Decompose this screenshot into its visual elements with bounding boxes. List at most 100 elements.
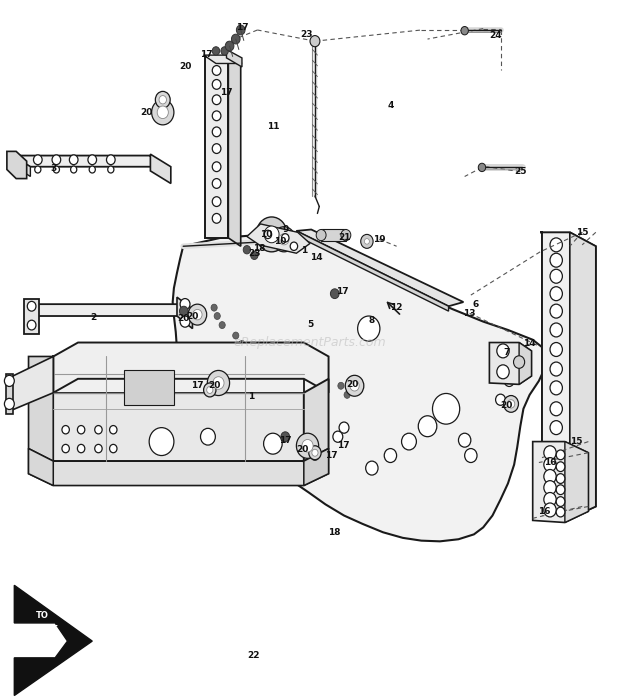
- Circle shape: [464, 449, 477, 463]
- Text: 18: 18: [329, 528, 341, 537]
- Circle shape: [556, 485, 565, 495]
- Polygon shape: [29, 449, 329, 486]
- Circle shape: [273, 226, 295, 252]
- Circle shape: [497, 365, 509, 379]
- Circle shape: [314, 375, 321, 382]
- Text: 18: 18: [253, 244, 265, 253]
- Circle shape: [62, 426, 69, 434]
- Circle shape: [478, 164, 485, 172]
- Text: 14: 14: [523, 340, 536, 348]
- Circle shape: [188, 304, 206, 325]
- Circle shape: [550, 362, 562, 376]
- Text: 17: 17: [337, 287, 349, 296]
- Polygon shape: [226, 50, 242, 67]
- Text: 20: 20: [177, 314, 190, 323]
- Circle shape: [225, 41, 234, 51]
- Circle shape: [333, 431, 343, 442]
- Circle shape: [550, 442, 562, 456]
- Circle shape: [556, 462, 565, 472]
- Circle shape: [257, 346, 264, 353]
- Circle shape: [78, 445, 85, 453]
- Text: 2: 2: [91, 313, 97, 322]
- Polygon shape: [24, 299, 39, 334]
- Circle shape: [180, 316, 190, 327]
- Text: 6: 6: [472, 300, 479, 309]
- Circle shape: [4, 398, 14, 410]
- Circle shape: [265, 354, 271, 361]
- Text: 20: 20: [208, 381, 221, 390]
- Circle shape: [180, 298, 190, 310]
- Circle shape: [339, 422, 349, 433]
- Circle shape: [211, 304, 217, 311]
- Polygon shape: [489, 343, 531, 384]
- Circle shape: [221, 47, 228, 55]
- Circle shape: [365, 238, 370, 244]
- Circle shape: [200, 428, 215, 445]
- Circle shape: [361, 234, 373, 248]
- Circle shape: [108, 166, 114, 173]
- Circle shape: [149, 428, 174, 456]
- Circle shape: [88, 155, 97, 165]
- Polygon shape: [519, 343, 531, 384]
- Polygon shape: [304, 449, 329, 486]
- Circle shape: [212, 178, 221, 188]
- Polygon shape: [29, 304, 38, 329]
- Circle shape: [193, 310, 202, 320]
- Text: 17: 17: [325, 451, 337, 460]
- Text: 14: 14: [310, 253, 322, 262]
- Circle shape: [550, 253, 562, 267]
- Circle shape: [550, 402, 562, 416]
- Circle shape: [433, 394, 459, 424]
- Circle shape: [544, 470, 556, 484]
- Circle shape: [338, 382, 344, 389]
- Circle shape: [152, 100, 174, 125]
- Text: FRONT: FRONT: [28, 626, 58, 635]
- Circle shape: [236, 25, 245, 35]
- Polygon shape: [565, 442, 588, 523]
- Text: 24: 24: [489, 31, 502, 40]
- Circle shape: [495, 394, 505, 405]
- Circle shape: [62, 445, 69, 453]
- Bar: [125, 370, 174, 405]
- Text: 12: 12: [391, 303, 403, 312]
- Circle shape: [366, 461, 378, 475]
- Circle shape: [214, 312, 220, 319]
- Circle shape: [89, 166, 95, 173]
- Text: 9: 9: [282, 225, 288, 234]
- Circle shape: [550, 304, 562, 318]
- Circle shape: [296, 433, 319, 459]
- Circle shape: [207, 370, 229, 396]
- Circle shape: [330, 289, 339, 298]
- Text: 17: 17: [220, 88, 232, 97]
- Text: 7: 7: [503, 349, 510, 357]
- Circle shape: [503, 396, 518, 412]
- Circle shape: [212, 66, 221, 75]
- Text: 15: 15: [570, 437, 582, 446]
- Polygon shape: [296, 231, 448, 311]
- Text: 23: 23: [248, 249, 260, 258]
- Circle shape: [27, 320, 36, 330]
- Circle shape: [384, 449, 397, 463]
- Polygon shape: [296, 229, 463, 306]
- Polygon shape: [29, 356, 53, 461]
- Circle shape: [298, 394, 308, 405]
- Circle shape: [310, 36, 320, 47]
- Circle shape: [556, 474, 565, 484]
- Circle shape: [544, 503, 556, 517]
- Text: 1: 1: [248, 392, 254, 401]
- Circle shape: [344, 391, 350, 398]
- Circle shape: [341, 229, 351, 240]
- Circle shape: [256, 217, 287, 252]
- Circle shape: [243, 245, 250, 254]
- Circle shape: [212, 213, 221, 223]
- Circle shape: [281, 233, 289, 242]
- Text: 25: 25: [514, 167, 526, 176]
- Text: 20: 20: [346, 380, 358, 389]
- Circle shape: [358, 316, 380, 341]
- Circle shape: [550, 463, 562, 477]
- Circle shape: [550, 421, 562, 435]
- Circle shape: [279, 233, 289, 245]
- Circle shape: [281, 432, 290, 442]
- Circle shape: [550, 287, 562, 301]
- Bar: [321, 229, 346, 241]
